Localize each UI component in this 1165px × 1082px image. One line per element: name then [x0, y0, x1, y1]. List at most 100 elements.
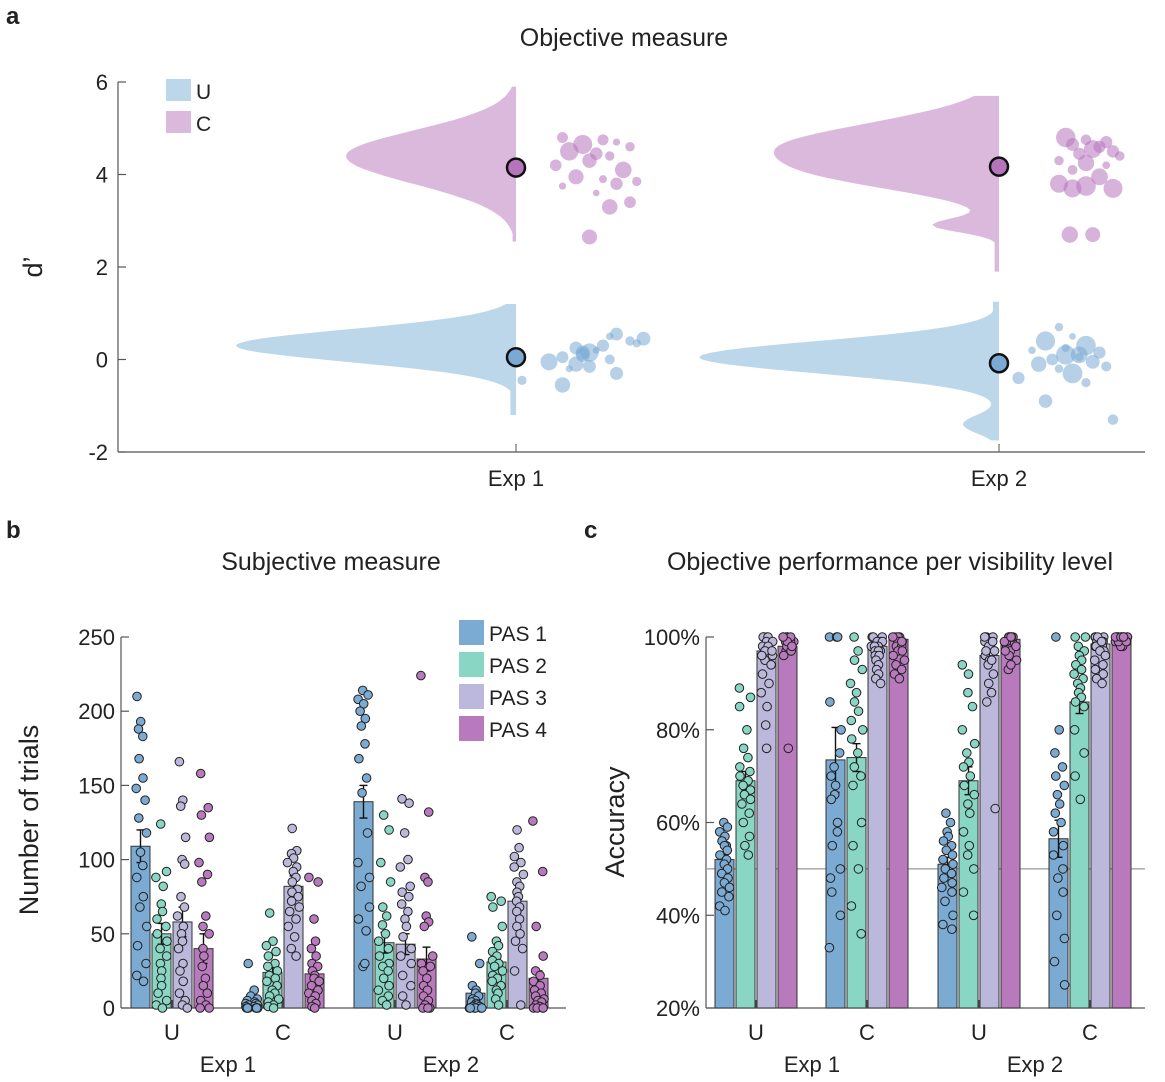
panel-a-data-point-C [1085, 227, 1101, 243]
panel-b-data-point [383, 966, 394, 976]
panel-c-data-point [981, 646, 991, 656]
panel-a-data-point-C [1114, 151, 1125, 161]
panel-c-data-point [735, 762, 745, 772]
panel-b-data-point [378, 973, 389, 984]
panel-b-legend-label-4: PAS 4 [489, 719, 547, 742]
violin-U-1 [236, 304, 516, 415]
panel-b-data-point [354, 753, 364, 764]
panel-c-data-point [1096, 636, 1107, 647]
panel-c-data-point [856, 817, 867, 828]
panel-a-mean-C [505, 157, 527, 178]
panel-c-data-point [969, 789, 980, 800]
panel-c-data-point [716, 868, 727, 879]
panel-a-data-point-U [1107, 414, 1119, 425]
panel-a-data-point-C [601, 199, 618, 215]
panel-c-data-point [734, 701, 745, 712]
panel-c-data-point [965, 771, 976, 781]
panel-a-data-point-U [1012, 371, 1025, 385]
panel-a-mean-U [988, 352, 1010, 374]
panel-b-data-point [353, 914, 364, 924]
panel-c-data-point [1054, 799, 1065, 809]
panel-b-data-point [313, 877, 323, 887]
panel-b-data-point [396, 899, 407, 909]
panel-b-data-point [497, 921, 508, 932]
panel-b-legend-swatch-1 [459, 620, 484, 645]
panel-b-data-point [304, 872, 314, 883]
panel-b-group-label-4: C [499, 1020, 515, 1045]
panel-b-data-point [356, 721, 367, 731]
panel-b-data-point [477, 1003, 487, 1013]
panel-c-data-point [964, 840, 975, 851]
panel-c-plot: 20% 40% 60% 80% 100% [644, 625, 1145, 1021]
panel-a-data-point-C [597, 134, 609, 146]
panel-b-data-point [291, 951, 301, 961]
panel-b-data-point [517, 943, 528, 954]
panel-c-data-point [947, 924, 957, 935]
panel-a-data-point-U [610, 366, 623, 380]
panel-b-data-point [397, 991, 408, 1001]
panel-b-data-point [251, 1003, 262, 1013]
panel-c-data-point [778, 650, 789, 661]
panel-b-data-point [378, 810, 389, 820]
panel-a-data-point-C [1054, 155, 1064, 166]
panel-b-data-point [198, 921, 208, 932]
panel-b-data-point [195, 768, 206, 779]
panel-b-data-point [263, 961, 273, 972]
panel-b-exp-label-2: Exp 2 [423, 1052, 479, 1077]
panel-b-data-point [180, 832, 191, 843]
panel-b-data-point [199, 951, 209, 961]
panel-a-data-point-U [1056, 345, 1076, 365]
panel-b-data-point [287, 823, 298, 834]
bar-c-group4-pas3 [1090, 643, 1111, 1009]
panel-c-data-point [1052, 789, 1063, 800]
panel-c-data-point [968, 910, 979, 921]
panel-b-data-point [306, 943, 317, 954]
panel-b-data-point [197, 877, 207, 887]
panel-b-data-point [286, 943, 297, 954]
panel-c-data-point [1050, 748, 1060, 758]
bar-c-group2-pas3 [867, 645, 888, 1009]
panel-c-y-tick-label: 40% [656, 903, 700, 928]
panel-b-data-point [423, 1003, 433, 1013]
panel-c-data-point [963, 687, 973, 698]
panel-a-data-point-U [554, 377, 571, 393]
panel-b-data-point [528, 816, 538, 826]
panel-b-data-point [157, 1003, 168, 1013]
panel-a-data-point-U [575, 345, 590, 360]
panel-c-data-point [849, 762, 860, 772]
panel-a-data-point-C [614, 161, 632, 179]
panel-a-data-point-C [592, 189, 600, 197]
panel-b-data-point [132, 872, 142, 883]
panel-a-data-point-U [540, 353, 558, 371]
panel-b-data-point [518, 869, 529, 880]
panel-b-data-point [262, 976, 272, 987]
panel-c-data-point [958, 827, 969, 837]
panel-c-data-point [756, 687, 767, 698]
panel-c-data-point [1075, 794, 1086, 805]
panel-c-data-point [745, 766, 755, 777]
panel-b-data-point [138, 731, 148, 742]
panel-b-data-point [134, 753, 144, 764]
panel-c-data-point [1097, 678, 1107, 689]
panel-b-data-point [384, 825, 394, 835]
panel-b-data-point [427, 951, 438, 961]
panel-c-data-point [757, 669, 768, 679]
panel-b-data-point [397, 887, 408, 898]
panel-b-y-tick-label: 200 [78, 699, 115, 724]
panel-b-data-point [497, 966, 508, 976]
panel-b-data-point [309, 914, 319, 924]
panel-b-data-point [395, 862, 406, 872]
panel-c-data-point [1059, 780, 1070, 791]
panel-b-data-point [141, 828, 152, 838]
panel-c-data-point [999, 636, 1010, 647]
panel-a-title: Objective measure [520, 24, 728, 52]
panel-b-data-point [141, 921, 152, 932]
panel-a-data-point-C [612, 138, 621, 146]
panel-b-data-point [361, 926, 371, 936]
panel-c-data-point [1079, 701, 1089, 712]
panel-a-data-point-U [1054, 322, 1064, 332]
panel-a-y-tick-label: 2 [96, 255, 108, 280]
panel-b-data-point [132, 691, 142, 702]
panel-c-data-point [832, 632, 843, 642]
